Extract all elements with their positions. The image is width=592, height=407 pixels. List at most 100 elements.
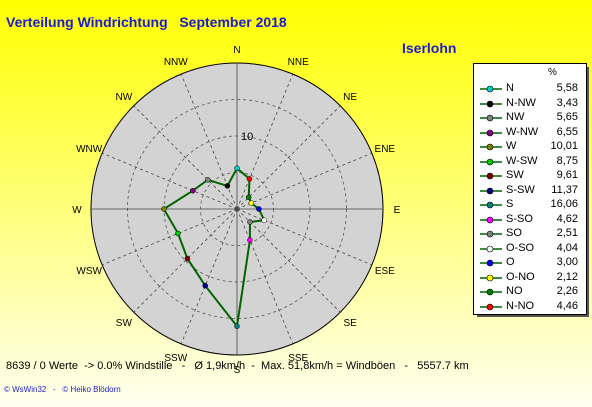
legend-marker <box>480 172 502 180</box>
direction-label: NW <box>116 92 133 103</box>
data-point <box>161 206 167 212</box>
legend-label: W <box>506 140 517 152</box>
legend-value: 2,12 <box>556 270 578 283</box>
data-point <box>247 219 253 225</box>
data-point <box>248 200 255 206</box>
legend-marker <box>480 114 502 122</box>
legend-label: N-NW <box>506 96 536 109</box>
data-point <box>246 176 253 182</box>
direction-label: N <box>233 45 240 56</box>
legend-label: N-NO <box>506 299 535 312</box>
legend-value: 8,75 <box>556 154 578 167</box>
data-point <box>205 177 211 183</box>
legend-marker <box>480 201 502 209</box>
legend-label: S <box>506 198 514 210</box>
legend-value: 6,55 <box>556 125 578 138</box>
grid-spoke <box>180 208 238 345</box>
legend-value: 3,43 <box>556 96 578 109</box>
legend-marker <box>480 216 502 223</box>
legend-entry: W 10,01 <box>474 139 586 154</box>
legend-entry: NO 2,26 <box>474 284 586 299</box>
legend-entry: SO 2,51 <box>474 226 586 241</box>
legend-label: W-NW <box>506 125 539 138</box>
legend-marker <box>480 259 502 267</box>
direction-label: WSW <box>76 266 102 277</box>
legend-label: NO <box>506 285 523 297</box>
legend-value: 9,61 <box>556 169 578 181</box>
data-point <box>234 323 240 329</box>
legend-value: 3,00 <box>556 256 578 268</box>
direction-label: NNW <box>164 57 188 68</box>
grid-spoke <box>133 105 238 210</box>
legend-label: SW <box>506 169 524 181</box>
legend-marker <box>480 303 502 310</box>
legend-value: 2,26 <box>556 285 578 297</box>
direction-label: ENE <box>375 144 396 155</box>
data-point <box>245 194 252 201</box>
legend-entry: W-NW 6,55 <box>474 125 586 140</box>
data-point <box>247 237 253 243</box>
grid-spoke <box>101 152 238 210</box>
legend-value: 16,06 <box>550 198 578 210</box>
data-point <box>175 230 181 237</box>
legend-value: 10,01 <box>550 140 578 152</box>
direction-label: ESE <box>375 266 395 277</box>
direction-label: E <box>394 205 401 216</box>
legend-entry: S-SW 11,37 <box>474 183 586 198</box>
grid-spoke <box>236 208 341 313</box>
legend-entry: SW 9,61 <box>474 168 586 183</box>
grid-spoke <box>236 105 341 210</box>
direction-label: SSW <box>164 353 187 364</box>
legend-value: 4,62 <box>556 212 578 225</box>
grid-spoke <box>236 73 294 210</box>
direction-label: WNW <box>76 144 103 155</box>
legend-entry: O-NO 2,12 <box>474 270 586 285</box>
legend-marker <box>480 129 502 136</box>
direction-label: W <box>72 205 82 216</box>
legend-entry: O-SO 4,04 <box>474 241 586 256</box>
ring-tick-label: 10 <box>241 131 253 143</box>
legend: % N 5,58 N-NW 3,43 NW 5,65 W-NW 6,55 W 10,01 W-SW 8… <box>473 63 587 315</box>
legend-marker <box>480 85 502 93</box>
legend-label: S-SW <box>506 183 535 196</box>
legend-entry: O 3,00 <box>474 255 586 270</box>
legend-marker <box>480 187 502 194</box>
data-point <box>224 183 231 189</box>
legend-entry: NW 5,65 <box>474 110 586 125</box>
legend-marker <box>480 230 502 238</box>
credit-line: © WsWin32 - © Heiko Blödorn <box>4 385 121 394</box>
data-point <box>202 282 208 289</box>
legend-entry: S-SO 4,62 <box>474 212 586 227</box>
legend-label: O-SO <box>506 241 535 254</box>
data-point <box>261 217 267 224</box>
location-label: Iserlohn <box>402 40 457 56</box>
grid-spoke <box>236 152 373 210</box>
legend-label: O <box>506 256 515 268</box>
legend-entry: N 5,58 <box>474 81 586 96</box>
direction-label: NE <box>343 92 357 103</box>
legend-value: 11,37 <box>551 183 578 196</box>
direction-label: S <box>234 365 241 376</box>
grid-spoke <box>101 208 238 266</box>
data-point <box>190 187 196 194</box>
direction-label: NNE <box>288 57 309 68</box>
legend-label: O-NO <box>506 270 535 283</box>
legend-value: 5,58 <box>556 82 578 94</box>
legend-label: W-SW <box>506 154 538 167</box>
grid-spoke <box>133 208 238 313</box>
legend-unit: % <box>548 67 557 78</box>
legend-label: SO <box>506 227 522 239</box>
direction-label: SE <box>343 318 357 329</box>
data-point <box>256 206 262 212</box>
legend-value: 2,51 <box>556 227 578 239</box>
legend-marker <box>480 288 502 296</box>
data-point <box>234 165 240 172</box>
legend-marker <box>480 245 502 252</box>
legend-marker <box>480 274 502 281</box>
legend-marker <box>480 100 502 107</box>
legend-value: 4,04 <box>556 241 578 254</box>
legend-entry: N-NW 3,43 <box>474 96 586 111</box>
legend-label: S-SO <box>506 212 533 225</box>
legend-label: N <box>506 82 514 94</box>
